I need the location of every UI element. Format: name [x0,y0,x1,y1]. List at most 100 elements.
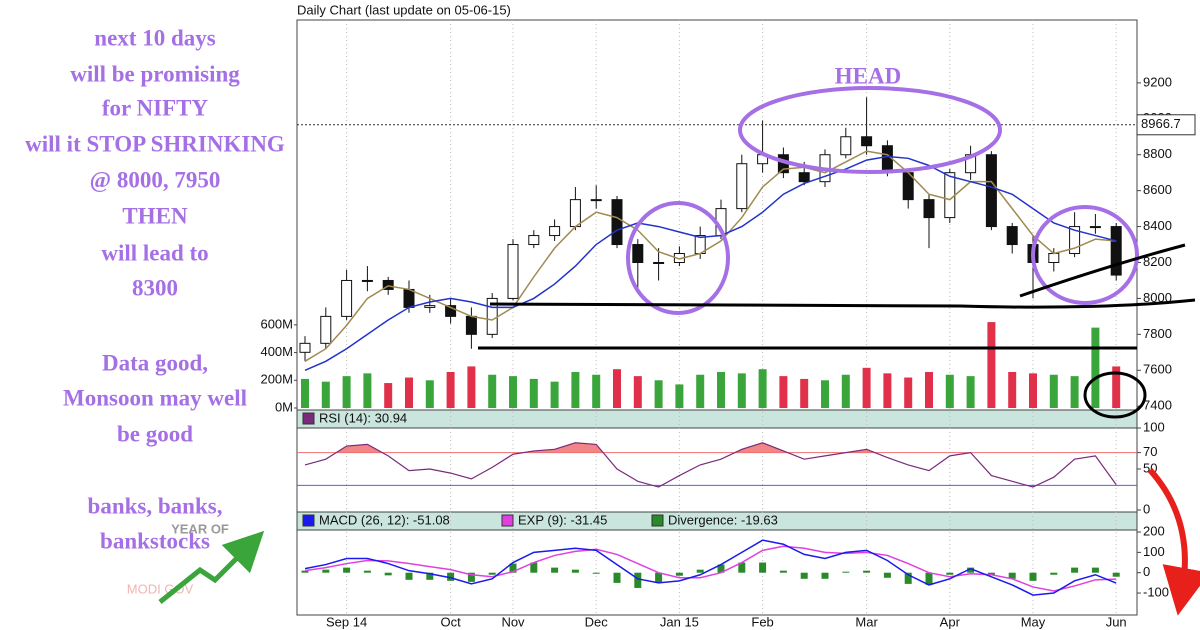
y-tick-label: 7600 [1143,362,1172,377]
legend-swatch [302,514,315,527]
last-price-box [1136,114,1196,136]
volume-bar [821,380,829,408]
candle-body [341,279,353,317]
shoulder-ellipse [626,201,730,315]
divergence-bar [1091,567,1099,573]
legend-swatch [651,514,664,527]
volume-bar [800,378,809,408]
x-tick-label: Jan 15 [660,614,699,629]
candle-body [1048,253,1060,264]
y-tick-label: 8000 [1143,290,1172,305]
volume-bar [529,378,538,408]
volume-bar [613,369,621,408]
up-arrow [158,530,265,604]
annotation-line: bankstocks [100,528,210,553]
volume-bar [675,384,684,408]
candle-body [382,279,394,290]
divergence-bar [1071,567,1079,573]
series-line [304,442,1117,488]
x-tick-label: Apr [940,614,961,629]
last-price-label: 8966.7 [1141,116,1181,131]
divergence-bar [759,562,767,573]
candle-body [985,154,997,228]
volume-bar [550,381,559,408]
candle-body [465,315,477,335]
volume-bar [1112,366,1121,408]
annotation-line: 8300 [132,275,178,300]
legend-swatch [501,514,514,527]
y-tick-label: 7800 [1143,326,1172,341]
candle-body [569,199,581,228]
annotation-line: be good [117,421,193,446]
candle-body [361,279,373,282]
candle-body [861,136,873,147]
candle-body [424,305,436,308]
candle-body [653,262,665,264]
neckline [489,298,1196,309]
candle-body [632,244,644,263]
candle-body [923,199,935,219]
legend-label: MACD (26, 12): -51.08 [319,512,450,527]
volume-bar [1029,373,1037,408]
y-tick-label: 8600 [1143,182,1172,197]
x-tick-label: Feb [751,614,773,629]
divergence-bar [925,572,933,585]
y-tick-label: 9200 [1143,74,1172,89]
candle-body [944,172,956,219]
series-line [304,539,1117,596]
y-tick-label: 8800 [1143,146,1172,161]
logo-small: YEAR OF [171,521,229,536]
legend-label: EXP (9): -31.45 [518,512,607,527]
volume-bar [467,366,476,408]
candle-body [1110,226,1122,276]
y-tick-label: 200M [260,372,293,387]
divergence-bar [613,572,621,583]
y-tick-label: 200 [1143,523,1165,538]
candle-body [590,199,602,202]
volume-bar [779,376,788,408]
volume-bar [384,383,393,408]
y-tick-label: 0 [1143,564,1150,579]
plot-layer: Sep 14 Oct Nov Dec Jan 15 Feb Mar Apr May Jun 9200… [260,20,1196,629]
volume-bar [1008,371,1017,408]
volume-bar [883,373,892,408]
divergence-bar [987,572,995,575]
volume-bar [654,380,663,408]
divergence-bar [592,572,600,574]
volume-bar [987,322,996,408]
divergence-bar [821,572,829,579]
candle-body [736,163,748,210]
divergence-bar [655,572,663,583]
divergence-bar [946,572,954,575]
divergence-bar [1029,572,1037,581]
annotation-line: Monsoon may well [63,385,247,410]
candle-body [881,145,893,174]
volume-bar [966,376,975,408]
candle-body [299,342,311,353]
divergence-bar [1112,572,1120,577]
volume-bar [592,374,601,408]
chart-subtitle: Daily Chart (last update on 05-06-15) [297,2,511,17]
divergence-bar [405,572,413,580]
divergence-bar [904,572,912,584]
head-ellipse [738,86,1002,174]
divergence-bar [384,572,392,576]
divergence-bar [343,567,351,573]
candle-body [1069,226,1081,255]
y-tick-label: 8200 [1143,254,1172,269]
volume-bar [737,373,746,408]
x-tick-label: Nov [501,614,525,629]
annotation-line: THEN [122,203,188,228]
panel-swatch [302,412,315,425]
divergence-bar [738,562,746,573]
x-tick-label: Mar [855,614,878,629]
candle-body [403,288,415,308]
logo-big: MODI GOV [127,581,194,596]
shoulder-ellipse [1031,205,1139,305]
x-tick-label: Oct [440,614,461,629]
head-label: HEAD [835,63,901,88]
divergence-bar [322,569,330,573]
y-tick-label: 70 [1143,444,1157,459]
divergence-bar [842,571,850,573]
